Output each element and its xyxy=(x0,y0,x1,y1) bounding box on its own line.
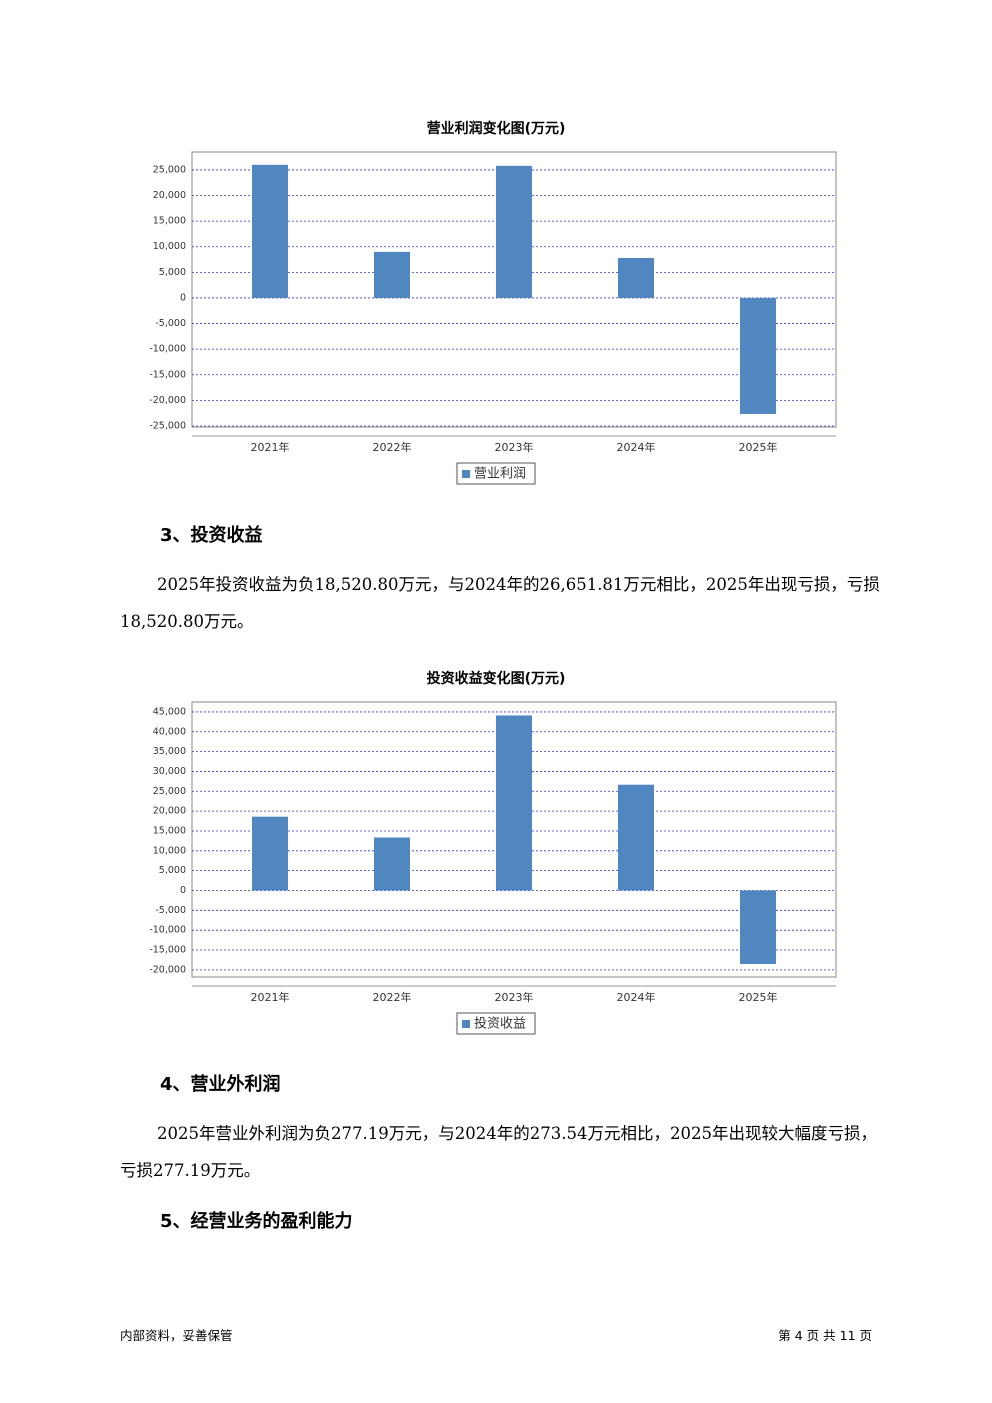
x-tick-label: 2021年 xyxy=(251,440,290,454)
y-tick-label: -20,000 xyxy=(149,395,186,406)
y-tick-label: -15,000 xyxy=(149,369,186,380)
legend-swatch xyxy=(462,470,470,478)
legend-box xyxy=(456,1012,536,1035)
y-tick-label: 25,000 xyxy=(153,164,186,175)
bar xyxy=(374,251,410,298)
legend-label: 营业利润 xyxy=(474,467,526,482)
paragraph: 2025年营业外利润为负277.19万元，与2024年的273.54万元相比，2… xyxy=(120,1124,877,1180)
bar xyxy=(740,890,776,964)
x-tick-label: 2023年 xyxy=(495,990,534,1004)
footer-right: 第 4 页 共 11 页 xyxy=(778,1328,872,1343)
y-tick-label: -5,000 xyxy=(155,318,186,329)
bar xyxy=(618,784,654,891)
y-tick-label: 10,000 xyxy=(153,241,186,252)
y-tick-label: -15,000 xyxy=(149,945,186,956)
y-tick-label: 10,000 xyxy=(153,845,186,856)
y-tick-label: -25,000 xyxy=(149,420,186,431)
chart: 投资收益变化图(万元) 45,000 40,000 35,000 30,000 25,00… xyxy=(149,670,837,1035)
paragraph: 2025年投资收益为负18,520.80万元，与2024年的26,651.81万… xyxy=(120,575,880,631)
footer-left: 内部资料，妥善保管 xyxy=(120,1328,233,1343)
y-tick-label: 30,000 xyxy=(153,766,186,777)
chart-title: 投资收益变化图(万元) xyxy=(427,670,566,687)
y-tick-label: 0 xyxy=(180,885,186,896)
x-tick-label: 2024年 xyxy=(617,990,656,1004)
section-heading: 5、经营业务的盈利能力 xyxy=(160,1211,353,1232)
x-tick-label: 2024年 xyxy=(617,440,656,454)
x-tick-label: 2022年 xyxy=(373,440,412,454)
y-tick-label: 0 xyxy=(180,292,186,303)
y-tick-label: 25,000 xyxy=(153,786,186,797)
bar xyxy=(252,816,288,891)
y-tick-label: 35,000 xyxy=(153,746,186,757)
y-tick-label: 20,000 xyxy=(153,806,186,817)
bar xyxy=(618,258,654,298)
bar xyxy=(496,715,532,891)
x-tick-label: 2025年 xyxy=(739,440,778,454)
x-tick-label: 2022年 xyxy=(373,990,412,1004)
y-tick-label: 15,000 xyxy=(153,825,186,836)
y-tick-label: 15,000 xyxy=(153,216,186,227)
x-tick-label: 2025年 xyxy=(739,990,778,1004)
section-heading: 4、营业外利润 xyxy=(160,1074,281,1095)
bar xyxy=(252,164,288,298)
bar xyxy=(496,165,532,298)
chart-title: 营业利润变化图(万元) xyxy=(427,120,566,137)
chart: 营业利润变化图(万元) 25,000 20,000 15,000 10,000 5,000… xyxy=(149,120,837,485)
legend-label: 投资收益 xyxy=(474,1016,526,1032)
y-tick-label: 40,000 xyxy=(153,726,186,737)
bar xyxy=(740,297,776,414)
y-tick-label: 5,000 xyxy=(159,865,186,876)
y-tick-label: 20,000 xyxy=(153,190,186,201)
x-tick-label: 2021年 xyxy=(251,990,290,1004)
legend-swatch xyxy=(462,1020,470,1028)
legend-box xyxy=(456,462,536,485)
y-tick-label: -10,000 xyxy=(149,925,186,936)
y-tick-label: -20,000 xyxy=(149,964,186,975)
bar xyxy=(374,837,410,891)
y-tick-label: -5,000 xyxy=(155,905,186,916)
section-heading: 3、投资收益 xyxy=(160,525,263,546)
y-tick-label: 5,000 xyxy=(159,267,186,278)
y-tick-label: -10,000 xyxy=(149,344,186,355)
x-tick-label: 2023年 xyxy=(495,440,534,454)
y-tick-label: 45,000 xyxy=(153,706,186,717)
